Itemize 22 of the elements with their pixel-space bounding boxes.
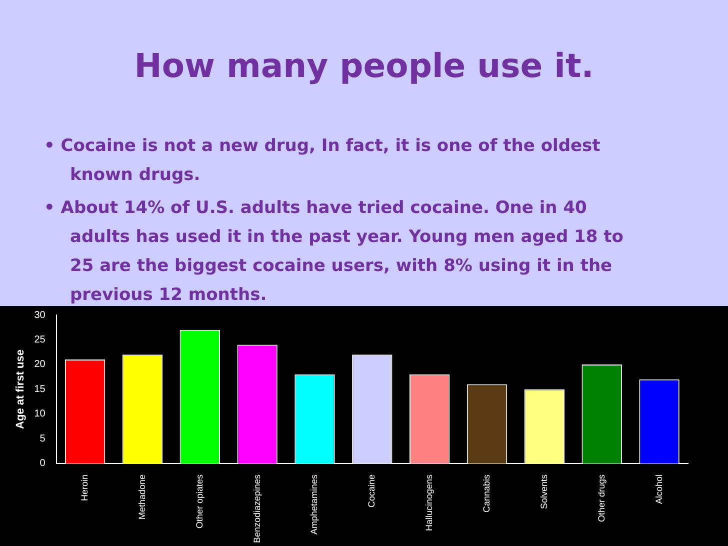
y-tick-label: 25 <box>34 334 46 346</box>
chart-title: How many people use it. <box>133 46 595 85</box>
text: • About 14% of U.S. adults have tried cocaine. One in 40 adults has used it in the past year. Young men aged 18 to 25 are the biggest cocaine users, with 8% using it in the previous 12 months. <box>44 197 624 307</box>
x-tick-label: Amphetamines <box>309 474 320 534</box>
y-tick-label: 20 <box>34 359 46 370</box>
y-axis-title: Age at first use <box>14 349 27 429</box>
x-tick-label: Cannabis <box>481 474 492 512</box>
text: • Cocaine is not a new drug, In fact, it is one of the oldest known drugs. <box>44 135 602 187</box>
x-tick-label: Heroin <box>80 474 90 501</box>
y-tick-label: 15 <box>34 384 46 395</box>
x-tick-label: Methadone <box>136 474 147 520</box>
x-tick-label: Benzodiazepines <box>252 474 262 544</box>
y-tick-label: 5 <box>40 433 46 444</box>
x-tick-label: Alcohol <box>654 474 664 504</box>
y-tick-label: 30 <box>34 310 46 321</box>
x-tick-label: Solvents <box>538 474 549 509</box>
x-tick-label: Hallucinogens <box>424 474 434 531</box>
y-tick-label: 10 <box>34 408 46 420</box>
x-tick-label: Other drugs <box>596 474 606 522</box>
y-tick-label: 0 <box>40 458 46 470</box>
x-tick-label: Cocaine <box>366 474 377 508</box>
x-tick-label: Other opiates <box>194 474 204 528</box>
